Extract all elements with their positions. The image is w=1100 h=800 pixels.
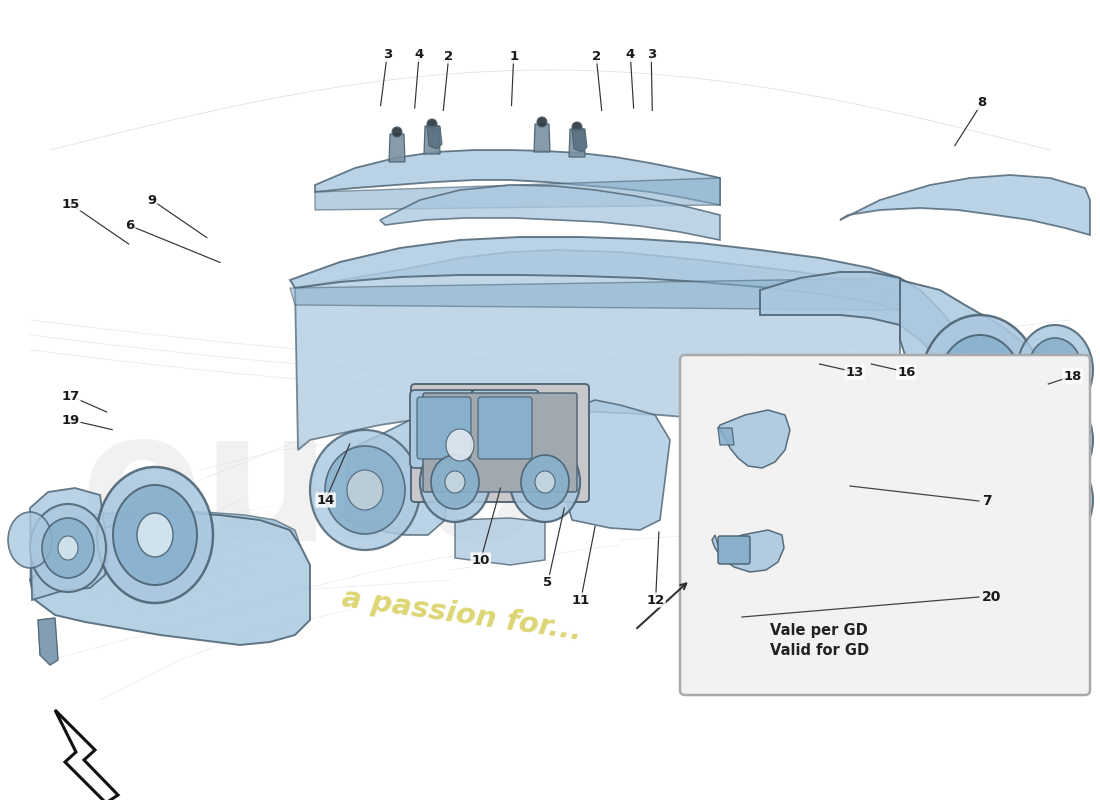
FancyBboxPatch shape: [424, 393, 578, 492]
Polygon shape: [534, 124, 550, 152]
Ellipse shape: [510, 442, 580, 522]
Polygon shape: [840, 175, 1090, 235]
Ellipse shape: [392, 127, 402, 137]
Polygon shape: [424, 126, 440, 154]
FancyBboxPatch shape: [471, 390, 539, 468]
Polygon shape: [39, 618, 58, 665]
Ellipse shape: [1028, 468, 1082, 532]
Polygon shape: [712, 530, 784, 572]
Text: 11: 11: [572, 594, 590, 606]
Ellipse shape: [97, 467, 213, 603]
FancyBboxPatch shape: [898, 393, 937, 437]
Ellipse shape: [446, 429, 474, 461]
Ellipse shape: [1028, 408, 1082, 472]
Text: Vale per GD: Vale per GD: [770, 623, 868, 638]
Polygon shape: [345, 405, 450, 535]
Polygon shape: [295, 250, 900, 450]
Polygon shape: [572, 129, 587, 152]
Text: 7: 7: [982, 494, 991, 508]
Text: 4: 4: [626, 48, 635, 61]
Polygon shape: [718, 428, 734, 445]
Ellipse shape: [1043, 356, 1067, 384]
Text: 5: 5: [543, 576, 552, 589]
Polygon shape: [900, 280, 1080, 510]
Polygon shape: [30, 512, 310, 645]
Polygon shape: [290, 278, 900, 310]
Ellipse shape: [1028, 338, 1082, 402]
Ellipse shape: [572, 122, 582, 132]
Ellipse shape: [431, 455, 478, 509]
Polygon shape: [718, 410, 790, 468]
Ellipse shape: [938, 335, 1022, 435]
Ellipse shape: [521, 455, 569, 509]
Text: 4: 4: [415, 48, 424, 61]
Ellipse shape: [438, 420, 482, 470]
Text: 14: 14: [317, 494, 334, 506]
FancyBboxPatch shape: [718, 536, 750, 564]
Text: 15: 15: [62, 198, 79, 210]
Text: 3: 3: [383, 48, 392, 61]
Ellipse shape: [42, 518, 94, 578]
Text: 6: 6: [125, 219, 134, 232]
Ellipse shape: [1018, 325, 1093, 415]
Text: Valid for GD: Valid for GD: [770, 643, 869, 658]
Text: 18: 18: [1064, 370, 1081, 382]
Polygon shape: [427, 126, 442, 149]
FancyBboxPatch shape: [411, 384, 588, 502]
FancyBboxPatch shape: [680, 355, 1090, 695]
Ellipse shape: [324, 446, 405, 534]
Ellipse shape: [8, 512, 52, 568]
Ellipse shape: [310, 430, 420, 550]
Polygon shape: [39, 618, 58, 665]
Polygon shape: [290, 237, 900, 310]
Ellipse shape: [537, 117, 547, 127]
Text: 13: 13: [846, 366, 864, 378]
Ellipse shape: [920, 315, 1040, 455]
Text: 2: 2: [592, 50, 601, 62]
Ellipse shape: [30, 504, 106, 592]
Ellipse shape: [58, 536, 78, 560]
Text: 1: 1: [509, 50, 518, 62]
Ellipse shape: [535, 471, 556, 493]
Text: 19: 19: [62, 414, 79, 426]
Text: 2: 2: [444, 50, 453, 62]
Polygon shape: [315, 178, 720, 210]
Polygon shape: [556, 400, 670, 530]
Ellipse shape: [446, 471, 465, 493]
FancyBboxPatch shape: [478, 397, 532, 459]
Text: a passion for...: a passion for...: [340, 585, 584, 646]
Ellipse shape: [346, 470, 383, 510]
Polygon shape: [30, 510, 300, 580]
FancyBboxPatch shape: [417, 397, 471, 459]
Polygon shape: [389, 134, 405, 162]
Ellipse shape: [1018, 455, 1093, 545]
Text: 12: 12: [647, 594, 664, 606]
Text: 20: 20: [982, 590, 1001, 604]
Text: 16: 16: [898, 366, 915, 378]
Ellipse shape: [1018, 395, 1093, 485]
Text: 10: 10: [472, 554, 490, 566]
Ellipse shape: [962, 363, 998, 407]
Text: 9: 9: [147, 194, 156, 206]
Text: 8: 8: [978, 96, 987, 109]
Ellipse shape: [113, 485, 197, 585]
Polygon shape: [379, 185, 720, 240]
Polygon shape: [569, 129, 585, 157]
Text: 17: 17: [62, 390, 79, 402]
Text: 3: 3: [647, 48, 656, 61]
Text: euro: euro: [80, 402, 543, 578]
Ellipse shape: [420, 442, 490, 522]
Polygon shape: [30, 488, 108, 600]
Polygon shape: [455, 518, 544, 565]
FancyBboxPatch shape: [410, 390, 478, 468]
Polygon shape: [315, 150, 720, 205]
Polygon shape: [760, 272, 970, 400]
Polygon shape: [55, 710, 118, 800]
FancyBboxPatch shape: [892, 387, 943, 443]
Ellipse shape: [427, 119, 437, 129]
Ellipse shape: [138, 513, 173, 557]
